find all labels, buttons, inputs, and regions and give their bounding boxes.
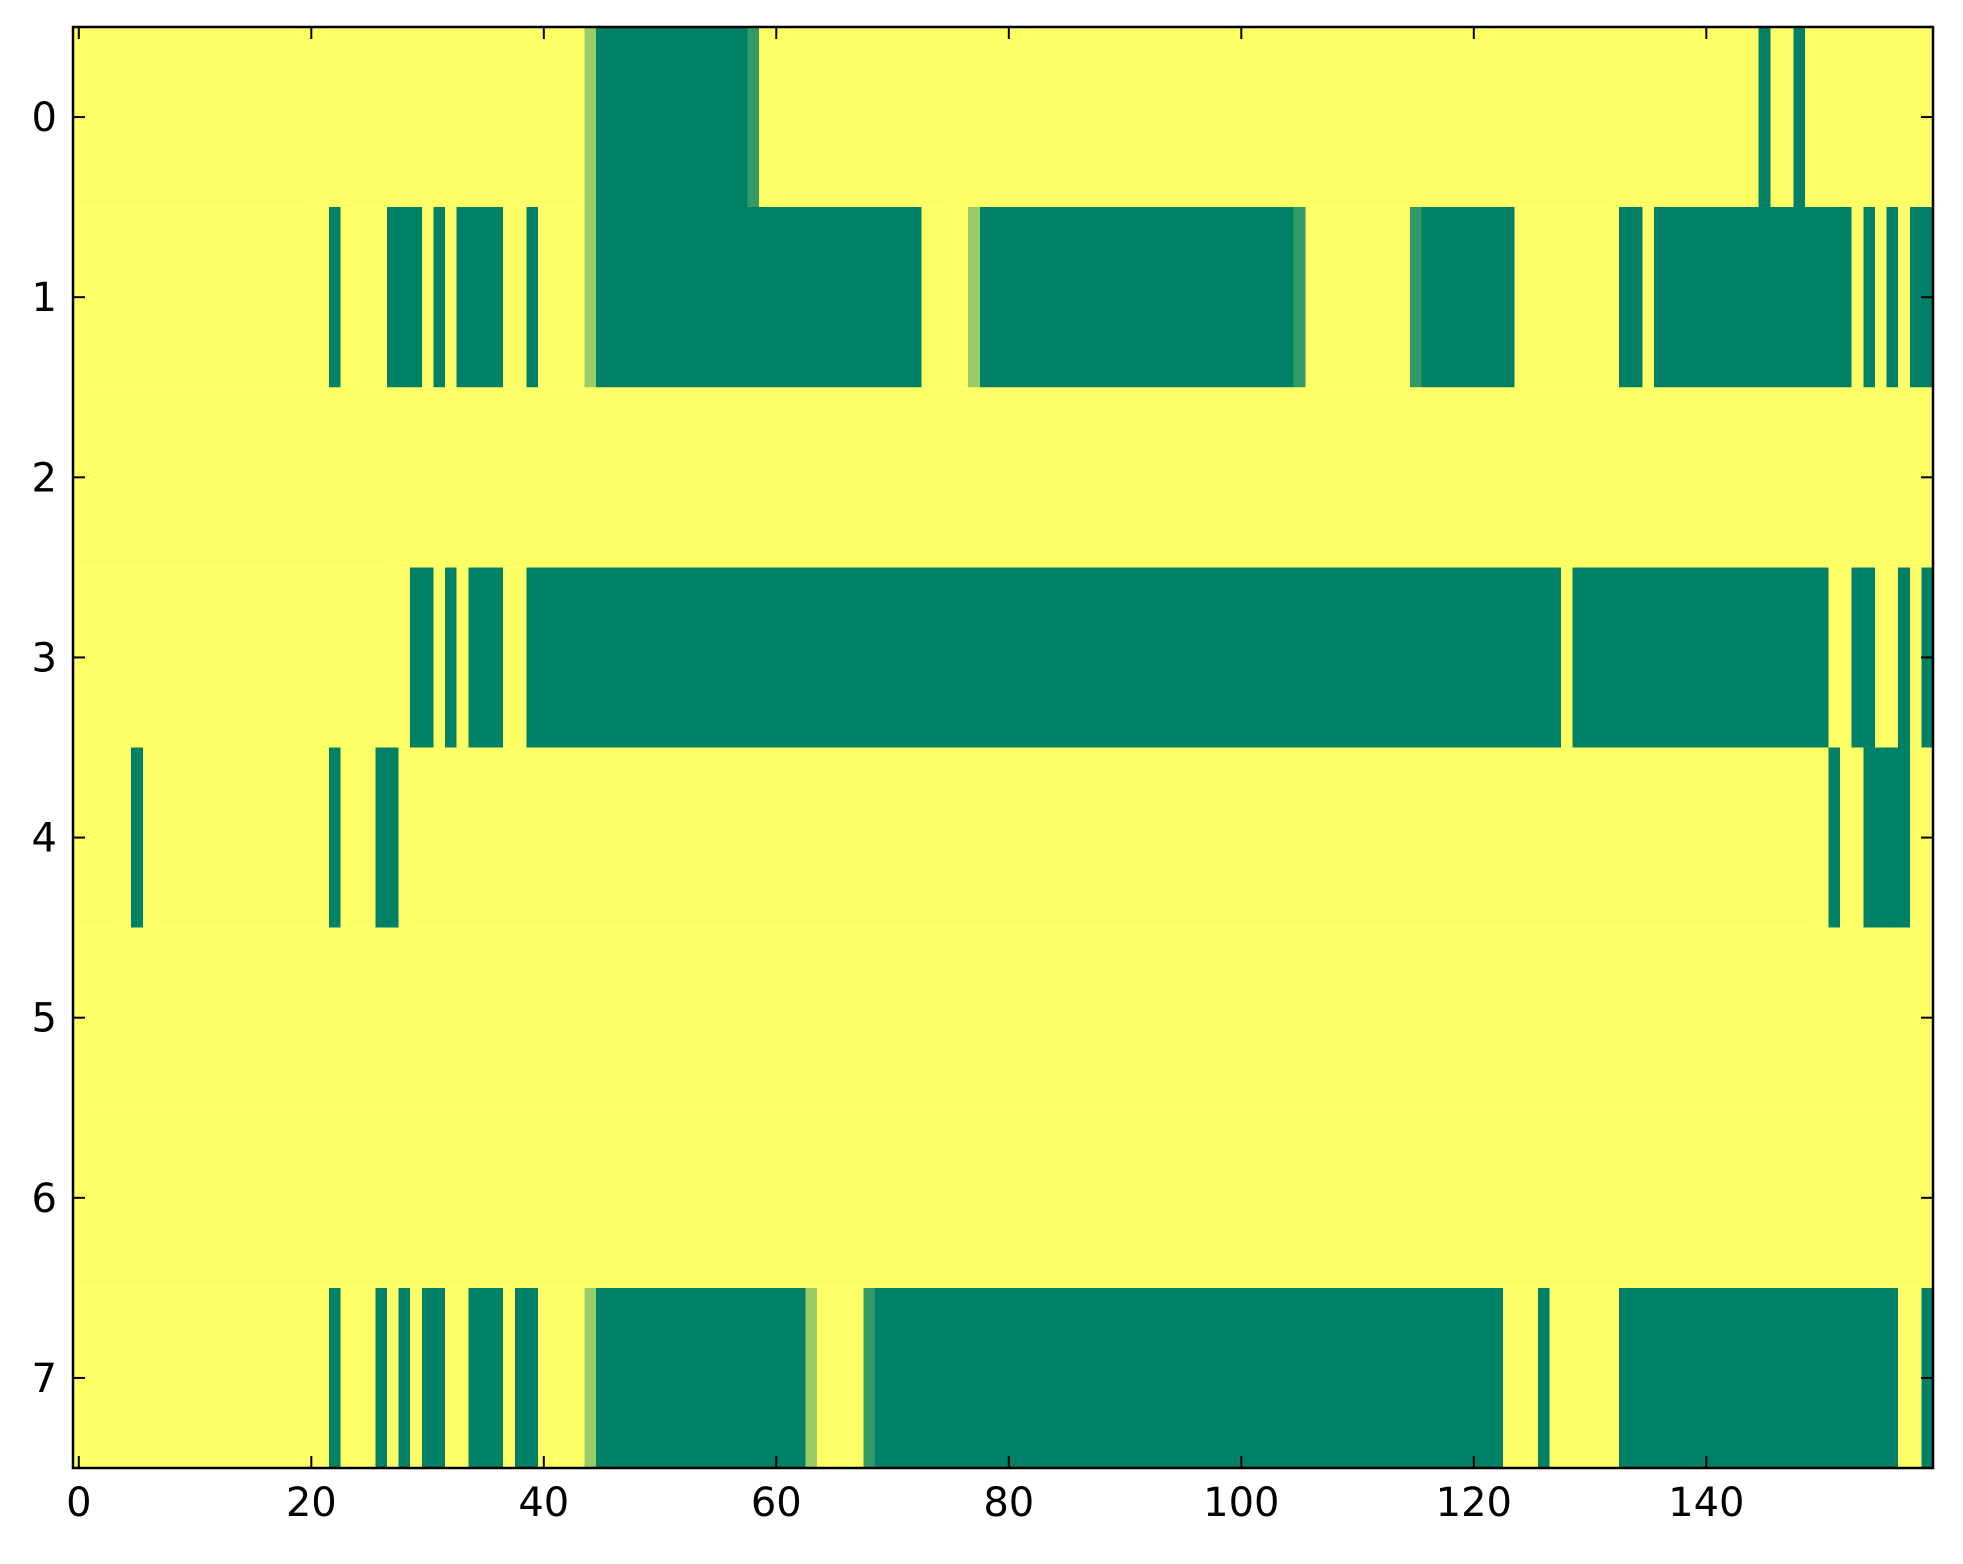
x-tick-label: 80 (983, 1480, 1034, 1526)
heatmap-cell (596, 1287, 806, 1468)
heatmap-cell (328, 207, 341, 388)
heatmap-cell (1619, 1287, 1899, 1468)
heatmap-cell (526, 567, 1561, 748)
heatmap-cell (328, 1287, 341, 1468)
y-tick-label: 1 (32, 275, 57, 321)
heatmap-cell (1828, 747, 1840, 928)
heatmap-cell (468, 1287, 504, 1468)
heatmap-cell (596, 27, 748, 208)
x-tick-label: 0 (66, 1480, 91, 1526)
heatmap-cell (863, 1287, 876, 1468)
x-tick-label: 60 (751, 1480, 802, 1526)
heatmap-row-2 (73, 387, 1933, 568)
heatmap-cell (375, 747, 399, 928)
heatmap-cell (1654, 207, 1782, 388)
heatmap-row-6 (73, 1107, 1933, 1288)
heatmap-cell (1572, 567, 1829, 748)
y-tick-label: 0 (32, 95, 57, 141)
heatmap-cell (526, 207, 538, 388)
heatmap-cell (584, 1287, 597, 1468)
heatmap-cell (386, 207, 422, 388)
heatmap-cell (410, 567, 434, 748)
heatmap-cell (747, 27, 759, 208)
heatmap-cell (421, 1287, 445, 1468)
heatmap-cell (979, 207, 1294, 388)
heatmap-cell (1758, 27, 1771, 208)
heatmap-cell (375, 1287, 387, 1468)
heatmap-cell (875, 1287, 1503, 1468)
heatmap-cell (131, 747, 143, 928)
heatmap-cells (73, 27, 1933, 1468)
heatmap-cell (1537, 1287, 1550, 1468)
heatmap-cell (584, 27, 597, 208)
y-tick-label: 5 (32, 996, 57, 1042)
heatmap-cell (468, 567, 504, 748)
heatmap-cell (1851, 567, 1875, 748)
heatmap-cell (398, 1287, 411, 1468)
heatmap-row-0 (73, 27, 1933, 208)
y-tick-label: 7 (32, 1356, 57, 1402)
x-tick-label: 20 (286, 1480, 337, 1526)
axis-ticks (73, 27, 1933, 1468)
x-tick-label: 120 (1436, 1480, 1512, 1526)
x-tick-label: 140 (1668, 1480, 1744, 1526)
heatmap-cell (584, 207, 597, 388)
heatmap-cell (514, 1287, 538, 1468)
x-tick-label: 100 (1203, 1480, 1279, 1526)
heatmap-cell (1886, 207, 1899, 388)
heatmap-cell (1619, 207, 1643, 388)
heatmap-cell (456, 207, 504, 388)
heatmap-cell (445, 567, 457, 748)
y-tick-labels: 0 1 2 3 4 5 6 7 (32, 95, 57, 1402)
heatmap-row-5 (73, 927, 1933, 1108)
heatmap-cell (1863, 207, 1875, 388)
heatmap-cell (1781, 207, 1852, 388)
heatmap-cell (596, 207, 922, 388)
x-tick-label: 40 (518, 1480, 569, 1526)
heatmap-row-4 (73, 747, 1933, 928)
heatmap-cell (968, 207, 980, 388)
heatmap-cell (1898, 567, 1910, 748)
plot-frame (71, 25, 1935, 1470)
heatmap-cell (805, 1287, 817, 1468)
heatmap-cell (1863, 747, 1910, 928)
heatmap-cell (1793, 27, 1806, 208)
y-tick-label: 6 (32, 1176, 57, 1222)
heatmap-cell (1409, 207, 1422, 388)
heatmap-cell (328, 747, 341, 928)
heatmap-cell (1293, 207, 1306, 388)
x-tick-labels: 0 20 40 60 80 100 120 140 (66, 1480, 1744, 1526)
y-tick-label: 4 (32, 816, 57, 862)
heatmap-cell (433, 207, 445, 388)
y-tick-label: 2 (32, 455, 57, 501)
y-tick-label: 3 (32, 635, 57, 681)
heatmap-cell (1421, 207, 1515, 388)
